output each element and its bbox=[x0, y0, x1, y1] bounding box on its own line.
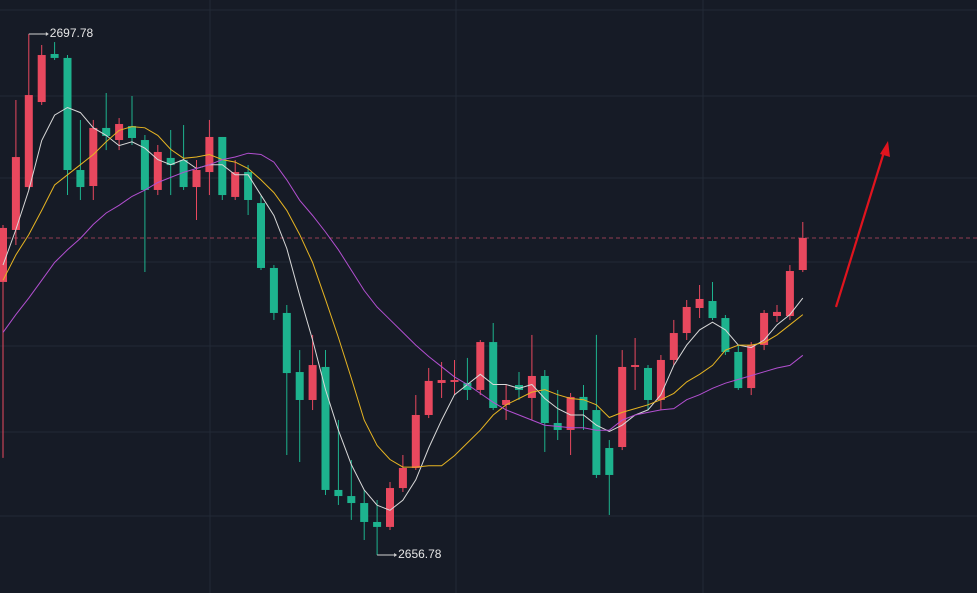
candle-body bbox=[682, 306, 691, 334]
candle-body bbox=[192, 170, 201, 188]
candle-body bbox=[295, 372, 304, 400]
candle-body bbox=[244, 172, 253, 200]
candle-body bbox=[128, 126, 136, 138]
candle-body bbox=[24, 95, 33, 188]
candle-body bbox=[721, 318, 730, 352]
candle-body bbox=[437, 380, 446, 383]
candle-body bbox=[269, 267, 278, 313]
candle-body bbox=[115, 124, 124, 141]
candle-body bbox=[695, 298, 704, 308]
candle-body bbox=[347, 496, 356, 504]
candle-body bbox=[11, 157, 20, 230]
candle-body bbox=[515, 384, 523, 390]
candle-body bbox=[386, 488, 394, 527]
candle-body bbox=[656, 359, 665, 400]
extreme-label: 2656.78 bbox=[398, 547, 442, 561]
candle-body bbox=[179, 159, 188, 188]
extreme-marker-tip bbox=[394, 553, 398, 558]
trend-arrow bbox=[834, 141, 890, 308]
candle-body bbox=[644, 367, 652, 400]
candle-body bbox=[502, 399, 511, 405]
candle-body bbox=[760, 312, 769, 345]
candle-body bbox=[463, 382, 472, 390]
candle-body bbox=[373, 521, 382, 527]
candle-body bbox=[489, 342, 498, 408]
candle-body bbox=[282, 312, 291, 374]
candle-body bbox=[798, 237, 807, 271]
candle-body bbox=[231, 172, 240, 197]
candle-body bbox=[773, 311, 781, 317]
candle-body bbox=[89, 127, 98, 187]
candle-body bbox=[37, 55, 46, 103]
candle-body bbox=[140, 140, 149, 190]
candle-body bbox=[734, 351, 743, 389]
candle-body bbox=[360, 503, 369, 522]
candle-body bbox=[566, 396, 575, 430]
candle-body bbox=[669, 333, 678, 360]
moving-average-line bbox=[2, 152, 804, 431]
candle-body bbox=[153, 151, 162, 190]
candle-body bbox=[218, 136, 227, 196]
candle-body bbox=[0, 227, 7, 282]
candle-body bbox=[334, 489, 343, 497]
candle-body bbox=[102, 127, 111, 136]
candle-body bbox=[308, 365, 317, 400]
candle-body bbox=[50, 54, 59, 58]
candle-body bbox=[424, 380, 433, 415]
candle-body bbox=[747, 344, 756, 389]
candle-body bbox=[540, 375, 549, 423]
candle-body bbox=[579, 396, 588, 411]
candle-body bbox=[76, 170, 85, 188]
extreme-label: 2697.78 bbox=[50, 26, 94, 40]
candle-body bbox=[618, 366, 627, 448]
candle-body bbox=[411, 414, 420, 468]
plot: 2697.78 2656.78 bbox=[0, 26, 977, 561]
arrow-shaft bbox=[834, 151, 886, 308]
candle-body bbox=[785, 271, 794, 317]
extreme-marker-tip bbox=[45, 32, 49, 37]
candle-body bbox=[708, 301, 717, 319]
arrow-head bbox=[880, 141, 890, 157]
candle-body bbox=[631, 365, 640, 367]
moving-average-line bbox=[2, 106, 804, 511]
candle-body bbox=[398, 467, 407, 489]
candle-body bbox=[257, 203, 265, 268]
moving-average-line bbox=[2, 126, 804, 468]
candle-body bbox=[321, 366, 330, 490]
candle-body bbox=[63, 57, 72, 171]
candle-body bbox=[605, 448, 614, 475]
candle-body bbox=[476, 342, 485, 390]
candle-body bbox=[166, 157, 175, 166]
candle-body bbox=[592, 410, 601, 475]
candle-body bbox=[450, 380, 459, 382]
candle-body bbox=[527, 375, 536, 398]
